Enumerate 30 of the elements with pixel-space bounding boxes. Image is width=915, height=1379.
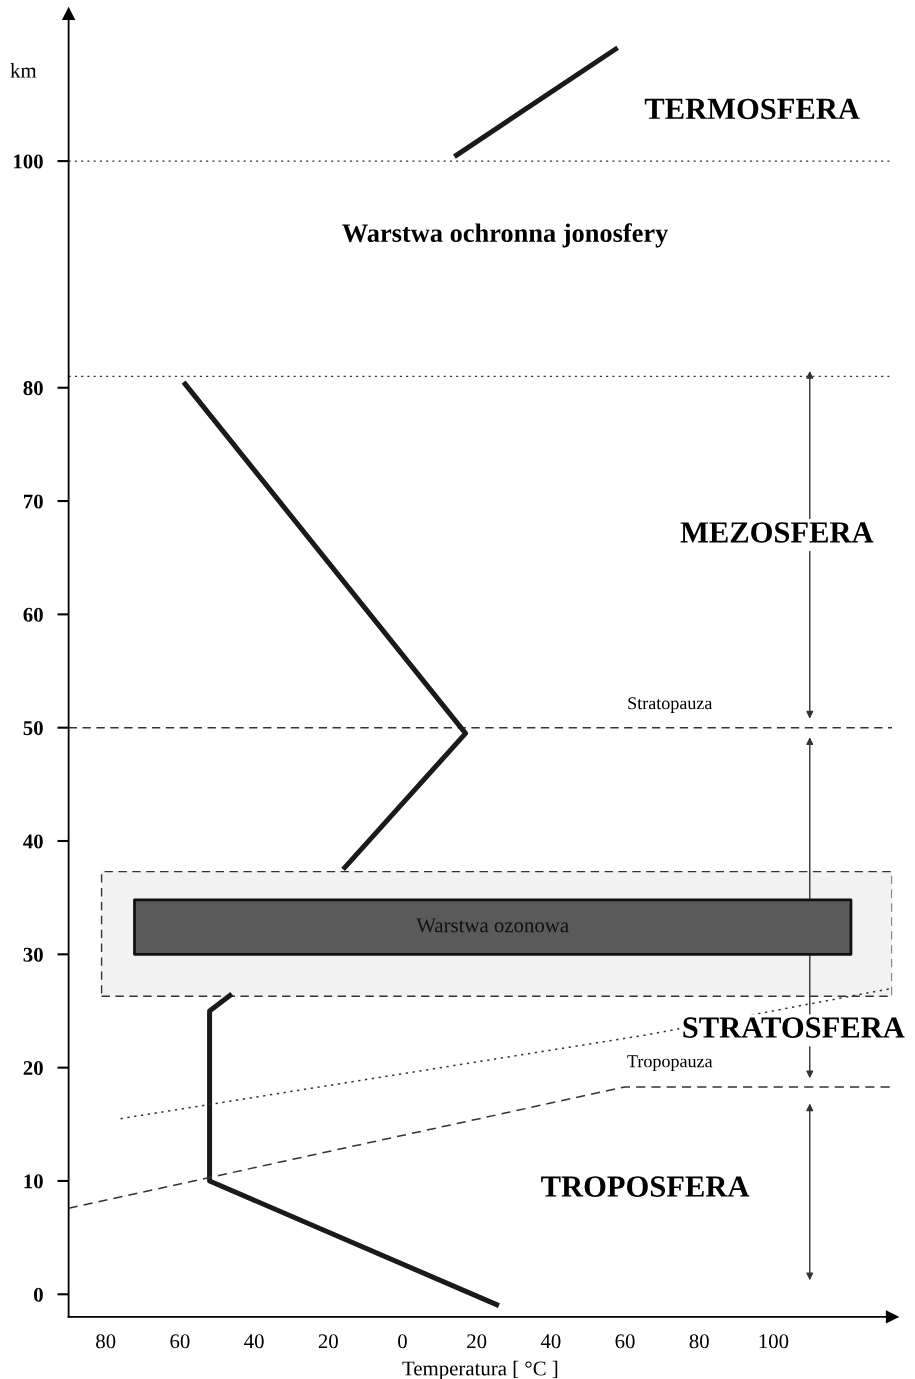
x-tick-label: 100 <box>759 1334 789 1349</box>
annotation: MEZOSFERA <box>680 522 874 543</box>
y-tick-label: 50 <box>23 721 43 736</box>
x-tick-label: 60 <box>170 1334 190 1349</box>
x-tick-label: 80 <box>96 1334 116 1349</box>
y-tick-label: 60 <box>23 607 43 622</box>
annotation: STRATOSFERA <box>683 1017 905 1038</box>
x-tick-label: 0 <box>398 1334 407 1349</box>
ref-line-label: Stratopauza <box>628 697 713 713</box>
annotation: TROPOSFERA <box>541 1176 750 1197</box>
y-tick-label: 70 <box>23 494 43 509</box>
y-tick-label: 10 <box>24 1174 43 1189</box>
y-tick-label: 40 <box>23 834 43 849</box>
x-tick-label: 40 <box>540 1334 561 1349</box>
x-tick-label: 80 <box>689 1334 709 1349</box>
annotation: Warstwa ochronna jonosfery <box>342 223 669 248</box>
y-tick-label: 20 <box>23 1061 43 1076</box>
annotation: TERMOSFERA <box>644 98 860 120</box>
y-axis-title: km <box>10 62 37 78</box>
y-tick-label: 0 <box>34 1287 43 1302</box>
annotation: Tropopauza <box>627 1055 713 1072</box>
band-label: Warstwa ozonowa <box>416 918 569 933</box>
x-tick-label: 20 <box>318 1334 338 1349</box>
y-tick-label: 30 <box>23 947 43 962</box>
y-tick-label: 100 <box>14 154 43 169</box>
x-axis-title: Temperatura [ °C ] <box>402 1360 558 1379</box>
x-tick-label: 20 <box>467 1334 487 1349</box>
x-tick-label: 60 <box>615 1334 635 1349</box>
x-tick-label: 40 <box>244 1334 264 1349</box>
y-tick-label: 80 <box>23 381 43 396</box>
